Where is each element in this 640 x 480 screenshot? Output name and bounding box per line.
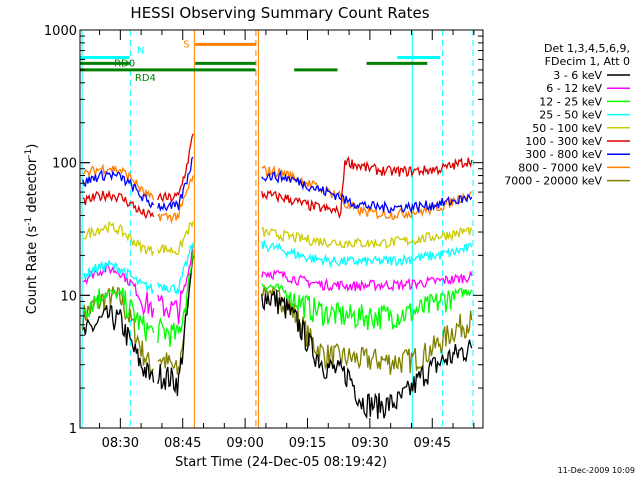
chart-title: HESSI Observing Summary Count Rates xyxy=(130,4,429,22)
legend-label: 100 - 300 keV xyxy=(525,135,602,148)
series-lines xyxy=(82,133,473,420)
y-tick-label: 100 xyxy=(52,157,77,172)
x-axis-ticks: 08:30 08:45 09:00 09:15 09:30 09:45 xyxy=(99,30,475,451)
series-line-3-2 xyxy=(261,269,473,292)
y-tick-label: 1000 xyxy=(44,24,77,39)
series-line-7-1 xyxy=(157,175,194,225)
series-line-8-1 xyxy=(157,156,194,212)
series-line-8-2 xyxy=(261,170,473,215)
y-tick-label: 1 xyxy=(69,422,77,437)
legend-label: 300 - 800 keV xyxy=(525,148,602,161)
x-tick-label: 08:30 xyxy=(102,436,139,451)
series-line-8-0 xyxy=(82,169,155,209)
series-line-7-0 xyxy=(82,163,155,201)
footer-timestamp: 11-Dec-2009 10:09 xyxy=(558,466,635,475)
series-line-7-2 xyxy=(261,164,472,221)
vertical-markers xyxy=(81,30,474,428)
series-line-1-0 xyxy=(82,305,155,383)
series-line-1-1 xyxy=(157,255,194,397)
plot-frame xyxy=(79,29,484,429)
legend-label: 50 - 100 keV xyxy=(532,122,602,135)
y-axis-label-sup2: -1 xyxy=(24,149,34,158)
legend-header: Det 1,3,4,5,6,9, xyxy=(544,42,630,55)
x-tick-label: 08:45 xyxy=(164,436,201,451)
series-line-2-2 xyxy=(261,283,473,331)
legend-label: 3 - 6 keV xyxy=(553,69,602,82)
y-axis-label-sup1: -1 xyxy=(24,217,34,226)
series-line-5-0 xyxy=(82,220,155,258)
x-tick-label: 09:00 xyxy=(226,436,263,451)
series-line-2-1 xyxy=(157,249,194,347)
flag-label-s: S xyxy=(183,39,189,50)
series-line-4-0 xyxy=(82,258,155,295)
legend-label: 7000 - 20000 keV xyxy=(504,175,602,188)
series-line-5-1 xyxy=(157,221,194,256)
series-line-6-2 xyxy=(261,155,473,220)
series-line-6-0 xyxy=(82,189,155,220)
x-tick-label: 09:30 xyxy=(351,436,388,451)
y-tick-label: 10 xyxy=(60,289,77,304)
y-axis-ticks: 1 10 100 1000 xyxy=(44,24,483,437)
legend-label: 800 - 7000 keV xyxy=(518,161,602,174)
series-line-0-0 xyxy=(82,286,155,376)
series-line-5-2 xyxy=(261,226,473,249)
y-axis-label-mid: detector xyxy=(25,157,40,217)
legend: Det 1,3,4,5,6,9,FDecim 1, Att 03 - 6 keV… xyxy=(504,42,630,188)
series-line-6-1 xyxy=(157,133,194,203)
flag-label-rd4: RD4 xyxy=(135,73,156,84)
series-line-3-1 xyxy=(157,244,194,325)
legend-header: FDecim 1, Att 0 xyxy=(545,55,630,68)
x-axis-label: Start Time (24-Dec-05 08:19:42) xyxy=(175,455,387,470)
x-tick-label: 09:45 xyxy=(414,436,451,451)
y-axis-label-end: ) xyxy=(25,144,40,149)
legend-label: 6 - 12 keV xyxy=(546,82,602,95)
series-line-3-0 xyxy=(82,263,155,318)
flag-label-n: N xyxy=(137,46,144,57)
legend-label: 12 - 25 keV xyxy=(539,95,602,108)
legend-label: 25 - 50 keV xyxy=(539,109,602,122)
series-line-4-1 xyxy=(157,242,194,295)
y-axis-label: Count Rate (s-1 detector-1) xyxy=(24,144,40,315)
series-line-2-0 xyxy=(82,287,155,342)
series-line-4-2 xyxy=(261,240,473,269)
series-line-1-2 xyxy=(261,290,473,420)
x-tick-label: 09:15 xyxy=(289,436,326,451)
y-axis-label-main: Count Rate (s xyxy=(25,226,40,315)
flag-label-rd0: RD0 xyxy=(114,58,135,69)
